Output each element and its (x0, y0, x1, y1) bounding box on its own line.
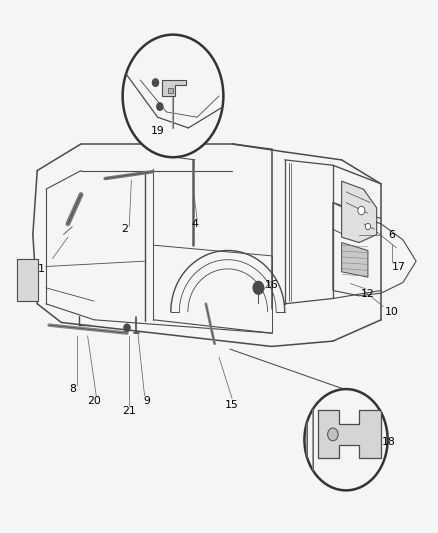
Text: 6: 6 (389, 230, 396, 239)
Text: 18: 18 (382, 438, 396, 447)
Text: 12: 12 (361, 289, 375, 299)
Text: 19: 19 (151, 126, 165, 135)
Circle shape (253, 281, 264, 294)
Circle shape (157, 103, 163, 110)
Circle shape (304, 389, 388, 490)
Circle shape (365, 223, 371, 230)
FancyBboxPatch shape (168, 88, 173, 93)
Polygon shape (342, 243, 368, 277)
Text: 10: 10 (385, 307, 399, 317)
Circle shape (152, 79, 159, 86)
Text: 9: 9 (143, 396, 150, 406)
Text: 20: 20 (87, 396, 101, 406)
Circle shape (328, 428, 338, 441)
Text: 4: 4 (191, 219, 198, 229)
Circle shape (124, 324, 130, 332)
Polygon shape (162, 80, 186, 96)
Polygon shape (318, 410, 381, 458)
Text: 8: 8 (69, 384, 76, 394)
Text: 16: 16 (265, 280, 279, 290)
Text: 17: 17 (392, 262, 406, 271)
Text: 15: 15 (225, 400, 239, 410)
Text: 2: 2 (121, 224, 128, 234)
Circle shape (358, 206, 365, 215)
Text: 21: 21 (122, 407, 136, 416)
Text: 1: 1 (38, 264, 45, 274)
Polygon shape (342, 181, 377, 243)
Circle shape (123, 35, 223, 157)
FancyBboxPatch shape (17, 259, 38, 301)
